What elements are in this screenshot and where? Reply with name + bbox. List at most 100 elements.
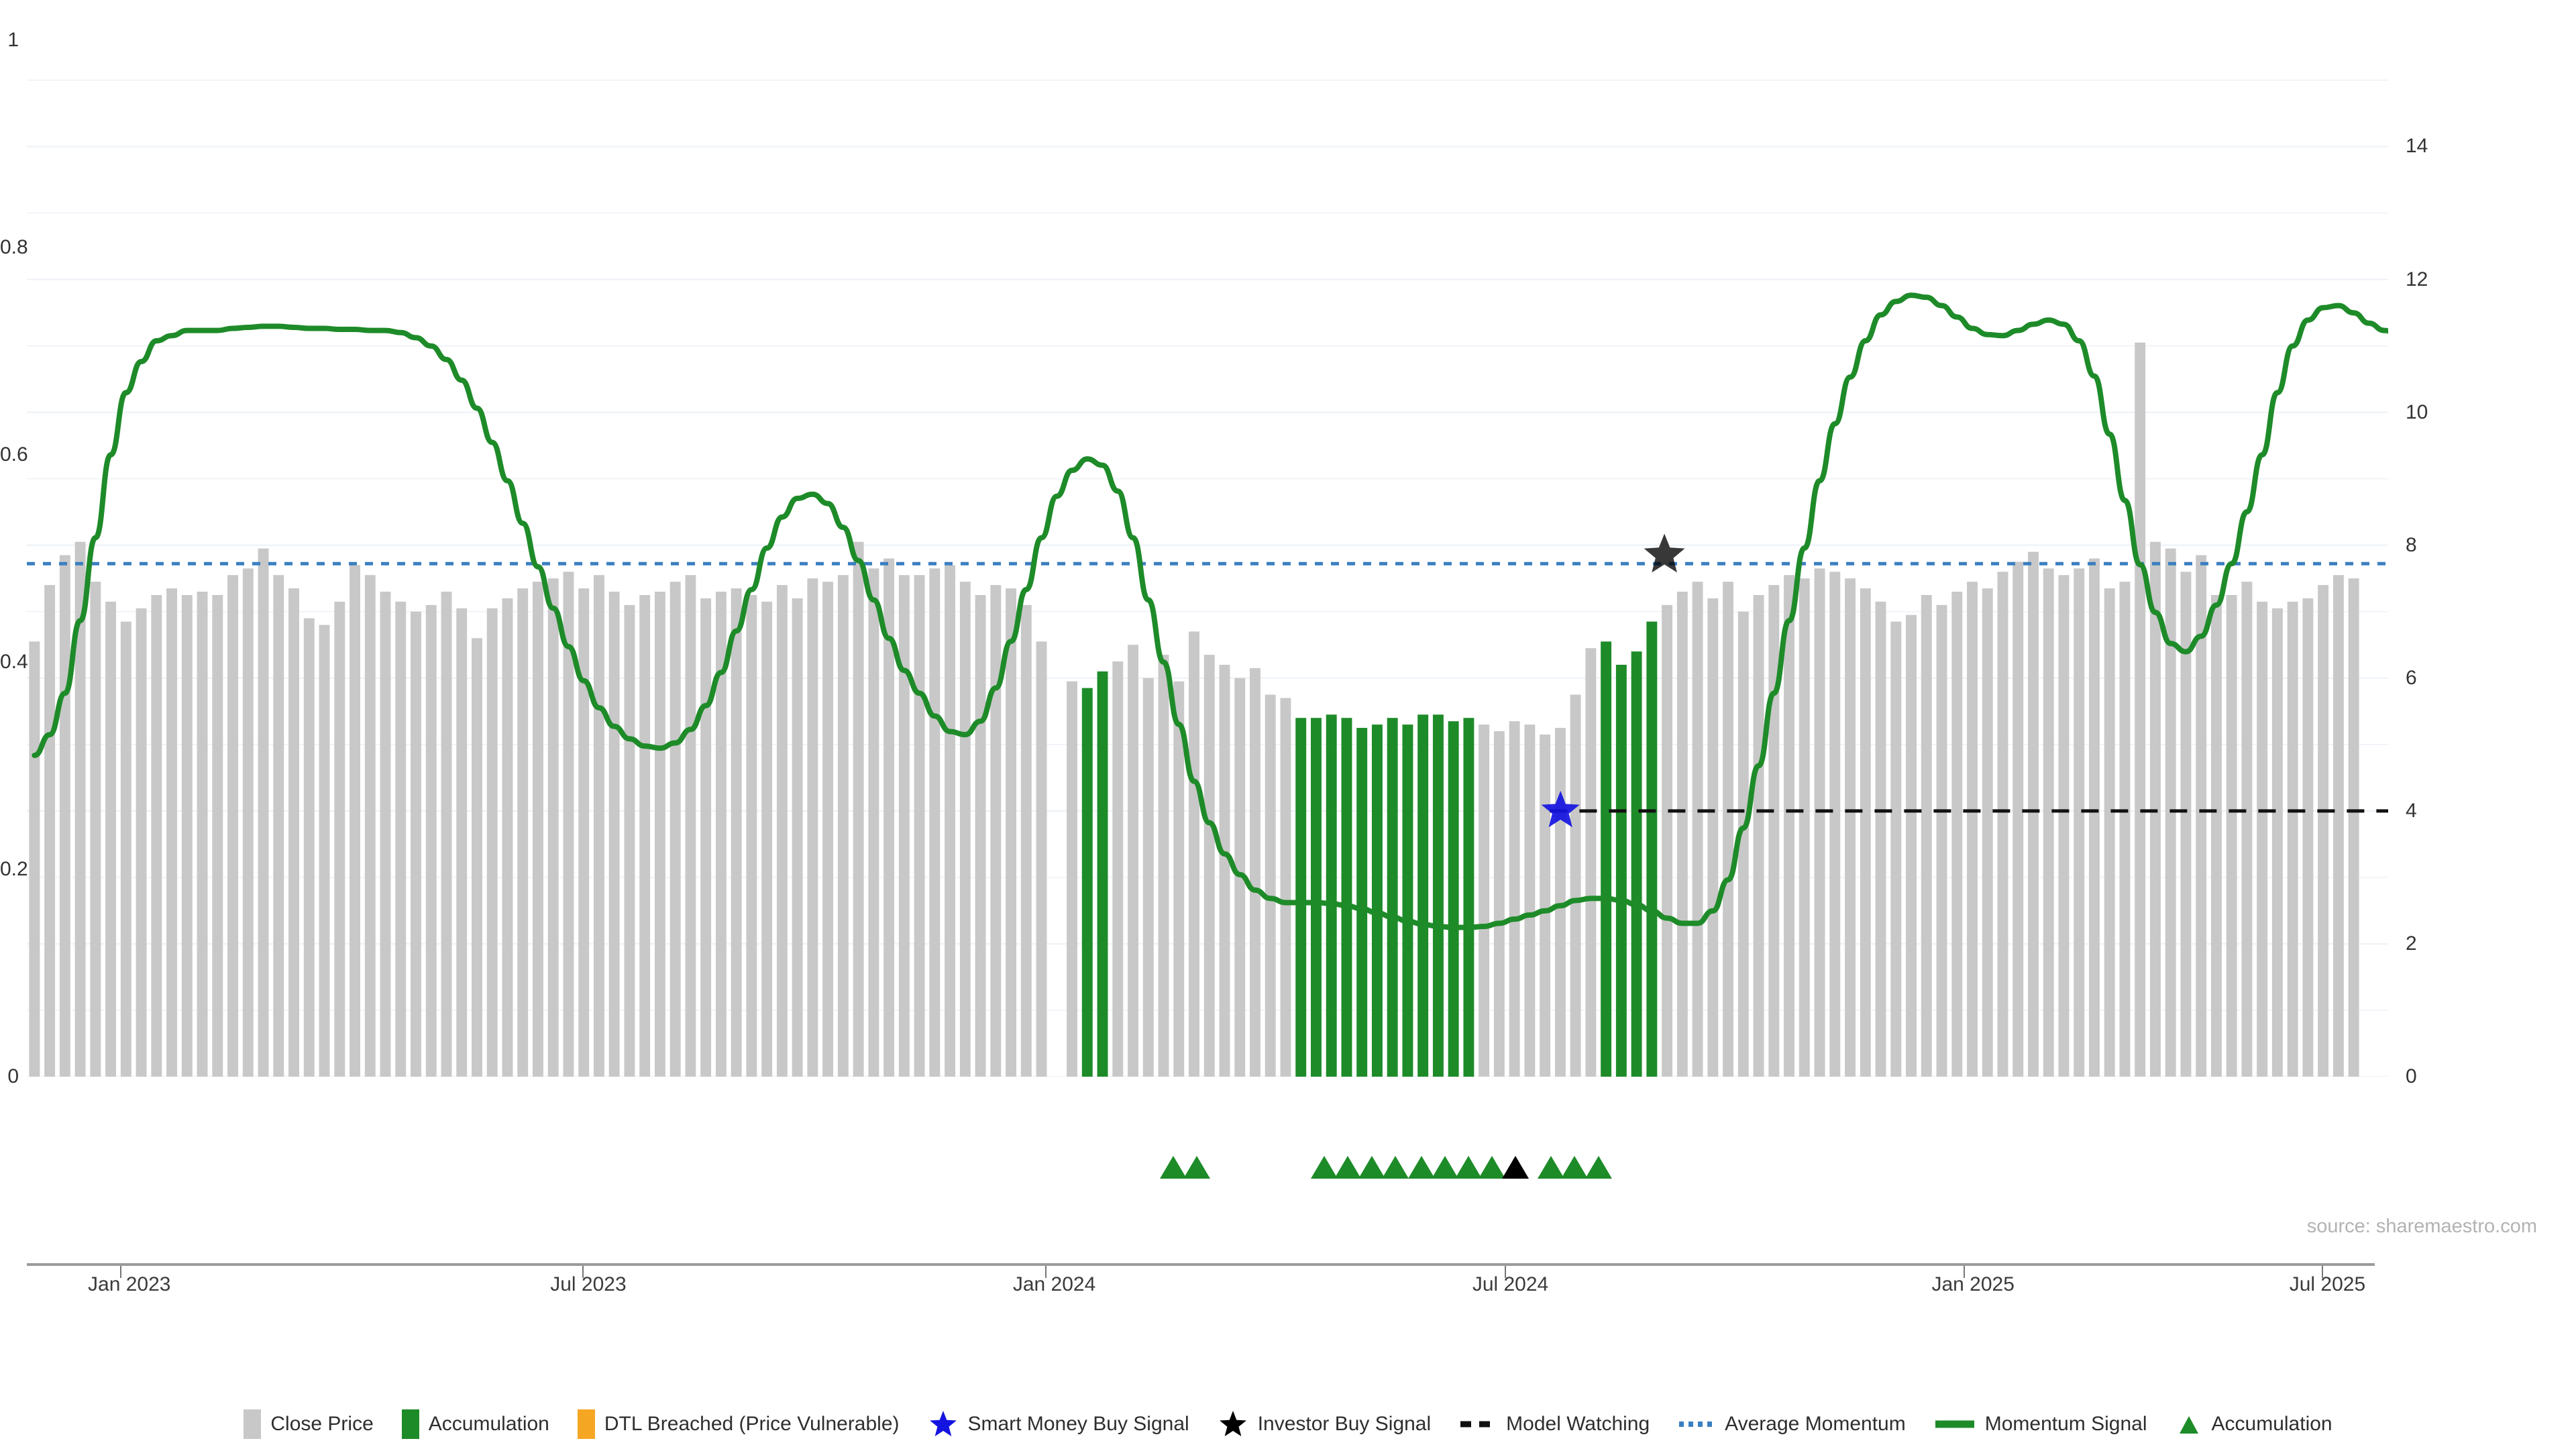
close-price-bar [258,548,269,1077]
y-axis-right-tick: 6 [2406,666,2417,689]
close-price-bar [1860,588,1871,1077]
close-price-bar [853,541,864,1077]
legend-model-watching[interactable]: Model Watching [1459,1409,1650,1439]
close-price-bar [792,598,803,1077]
x-axis-tick [1504,1266,1506,1278]
x-axis-tick [1044,1266,1046,1278]
legend-accumulation-bar[interactable]: Accumulation [401,1409,549,1439]
accumulation-triangle-marker [1311,1156,1338,1179]
close-price-bar [1570,694,1581,1077]
close-price-bar [29,641,40,1077]
close-price-bar [1753,594,1764,1077]
x-axis-tick [120,1266,122,1278]
legend-average-momentum[interactable]: Average Momentum [1678,1409,1906,1439]
close-price-bar [502,598,513,1077]
close-price-bar [807,578,818,1077]
accumulation-triangle-marker [1538,1156,1565,1179]
legend-label: Accumulation [428,1413,549,1435]
close-price-bar [1737,611,1749,1077]
close-price-bar [593,575,604,1077]
close-price-bar [380,592,391,1077]
close-price-bar [1951,592,1963,1077]
x-axis-tick-label: Jan 2023 [88,1273,171,1295]
legend-momentum-signal[interactable]: Momentum Signal [1934,1409,2147,1439]
close-price-bar [1875,601,1886,1077]
close-price-bar [1020,604,1032,1077]
close-price-bar [1784,575,1795,1077]
accumulation-bar [1295,718,1307,1077]
close-price-bar [2332,575,2344,1077]
accumulation-triangle-marker [1479,1156,1506,1179]
accumulation-bar [1448,721,1459,1077]
close-price-bar [44,585,56,1077]
close-price-bar [929,568,941,1077]
close-price-bar [1234,678,1246,1077]
close-price-bar [624,604,635,1077]
y-axis-right-tick: 0 [2406,1065,2417,1087]
close-price-bar [456,608,468,1077]
close-price-bar [1921,594,1932,1077]
close-price-bar [1509,721,1520,1077]
y-axis-right-tick: 4 [2406,799,2417,822]
solid-line-icon [1934,1409,1976,1439]
close-price-bar [2043,568,2054,1077]
close-price-bar [227,575,239,1077]
accumulation-bar [1356,728,1368,1077]
close-price-bar [2348,578,2359,1077]
accumulation-bar [1646,621,1658,1077]
close-price-bar [959,582,971,1077]
x-axis-tick [582,1266,584,1278]
x-axis-tick-label: Jul 2023 [550,1273,627,1295]
legend-dtl-breached[interactable]: DTL Breached (Price Vulnerable) [577,1409,900,1439]
accumulation-bar [1371,724,1383,1077]
legend-accumulation-marker[interactable]: Accumulation [2176,1411,2332,1438]
close-price-bar [273,575,284,1077]
close-price-bar [2119,582,2131,1077]
legend-label: Momentum Signal [1984,1413,2147,1435]
close-price-bar [608,592,620,1077]
close-price-bar [1112,661,1124,1077]
legend-label: Smart Money Buy Signal [967,1413,1189,1435]
y-axis-right-tick: 8 [2406,533,2417,556]
close-price-bar [441,592,452,1077]
close-price-bar [746,594,757,1077]
close-price-bar [2287,601,2298,1077]
close-price-bar [90,582,101,1077]
legend-label: Average Momentum [1725,1413,1906,1435]
accumulation-bar [1432,714,1444,1077]
close-price-bar [105,601,117,1077]
legend-close-price[interactable]: Close Price [244,1409,374,1439]
close-price-bar [288,588,299,1077]
close-price-bar [1203,655,1215,1077]
legend-investor-buy-signal[interactable]: Investor Buy Signal [1218,1409,1431,1440]
accumulation-bar [1601,641,1612,1077]
close-price-bar [425,604,437,1077]
close-price-bar [1173,681,1185,1077]
close-price-bar [1799,578,1810,1077]
close-price-bar [1128,645,1138,1077]
accumulation-triangle-marker [1431,1156,1458,1179]
close-price-bar [1707,598,1719,1077]
close-price-bar [242,568,254,1077]
legend-label: DTL Breached (Price Vulnerable) [604,1413,900,1435]
close-price-bar [303,618,315,1077]
accumulation-bar [1097,671,1108,1077]
close-price-bar [1936,604,1947,1077]
legend-smart-money-buy-signal[interactable]: Smart Money Buy Signal [928,1409,1189,1440]
close-price-bar [1158,655,1169,1077]
close-price-bar [1723,582,1734,1077]
dotted-line-icon [1678,1409,1715,1439]
close-price-bar [883,558,895,1077]
close-price-bar [975,594,986,1077]
close-price-bar [120,621,131,1077]
accumulation-triangle-marker [1502,1156,1529,1179]
close-price-bar [319,625,330,1077]
close-price-bar [2089,558,2100,1077]
close-price-bar [669,582,681,1077]
close-price-bar [2028,551,2039,1077]
y-axis-right-tick: 10 [2406,400,2428,423]
smart-money-buy-signal-star [1541,790,1580,828]
close-price-bar [1524,724,1536,1077]
chart-legend: Close Price Accumulation DTL Breached (Pri… [0,1409,2576,1440]
close-price-bar [1493,731,1505,1077]
